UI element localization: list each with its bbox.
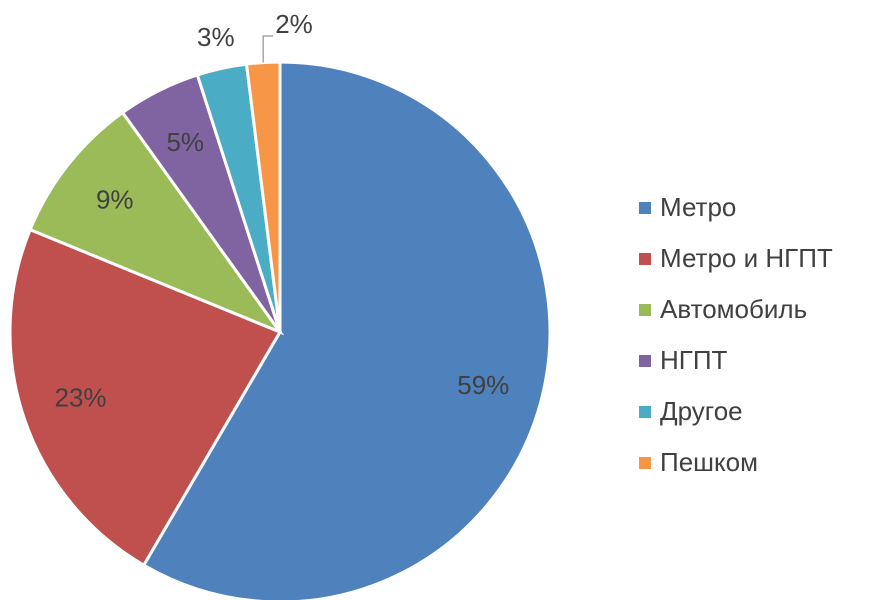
pie-slice bbox=[28, 110, 285, 336]
data-label: 9% bbox=[96, 184, 134, 214]
legend-swatch bbox=[639, 202, 651, 214]
legend-swatch bbox=[639, 253, 651, 265]
legend-label: Другое bbox=[660, 396, 743, 426]
data-label: 59% bbox=[457, 370, 509, 400]
legend-label: НГПТ bbox=[660, 345, 728, 375]
legend-swatch bbox=[639, 304, 651, 316]
legend-swatch bbox=[639, 355, 651, 367]
pie-slice bbox=[8, 227, 283, 568]
legend-swatch bbox=[639, 406, 651, 418]
legend-label: Автомобиль bbox=[660, 294, 807, 324]
data-label: 2% bbox=[275, 9, 313, 39]
legend-label: Метро bbox=[660, 192, 736, 222]
data-label: 5% bbox=[166, 127, 204, 157]
legend-label: Пешком bbox=[660, 447, 758, 477]
data-label: 23% bbox=[55, 382, 107, 412]
data-label: 3% bbox=[197, 22, 235, 52]
leader-line bbox=[262, 35, 274, 63]
legend-swatch bbox=[639, 457, 651, 469]
pie-slice bbox=[141, 60, 552, 600]
legend-label: Метро и НГПТ bbox=[660, 243, 833, 273]
